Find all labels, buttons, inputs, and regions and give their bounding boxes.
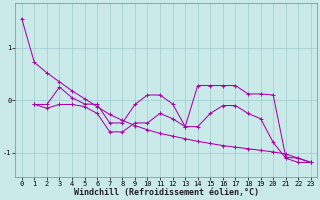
X-axis label: Windchill (Refroidissement éolien,°C): Windchill (Refroidissement éolien,°C) xyxy=(74,188,259,197)
